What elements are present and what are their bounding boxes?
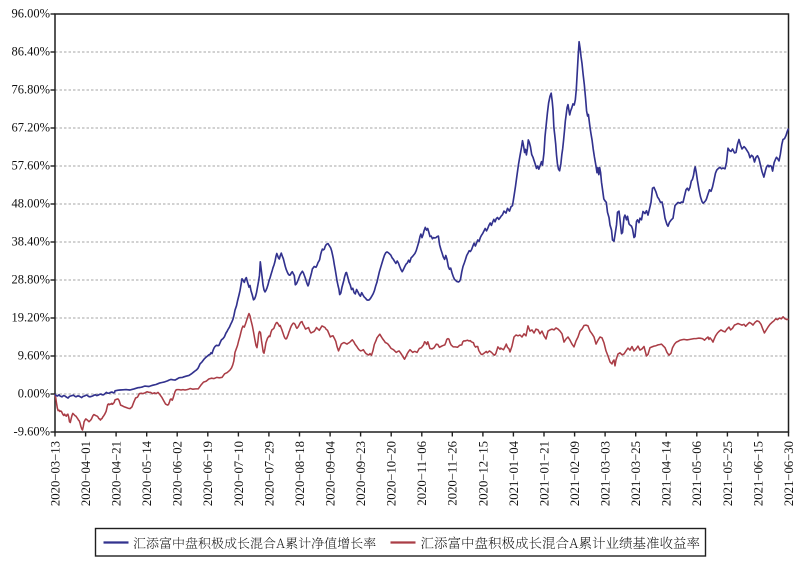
svg-text:2021−06−15: 2021−06−15 [751, 441, 765, 506]
svg-text:2021−02−09: 2021−02−09 [568, 441, 582, 506]
svg-text:76.80%: 76.80% [11, 83, 50, 97]
svg-text:2021−05−06: 2021−05−06 [690, 441, 704, 506]
svg-text:2020−09−23: 2020−09−23 [354, 441, 368, 506]
svg-text:2021−03−03: 2021−03−03 [599, 441, 613, 506]
svg-text:2020−04−21: 2020−04−21 [110, 441, 124, 506]
svg-text:2021−01−04: 2021−01−04 [507, 440, 521, 506]
svg-text:2020−07−29: 2020−07−29 [262, 441, 276, 506]
svg-text:57.60%: 57.60% [11, 159, 50, 173]
svg-text:67.20%: 67.20% [11, 121, 50, 135]
svg-text:2020−11−26: 2020−11−26 [446, 441, 460, 506]
svg-text:28.80%: 28.80% [11, 273, 50, 287]
svg-text:-9.60%: -9.60% [14, 425, 50, 439]
svg-text:19.20%: 19.20% [11, 311, 50, 325]
svg-text:2020−07−10: 2020−07−10 [232, 441, 246, 506]
svg-text:96.00%: 96.00% [11, 7, 50, 21]
svg-text:2021−01−21: 2021−01−21 [537, 441, 551, 506]
svg-text:2021−06−30: 2021−06−30 [782, 441, 796, 506]
svg-text:2020−09−04: 2020−09−04 [324, 440, 338, 506]
svg-text:2020−11−06: 2020−11−06 [415, 441, 429, 506]
svg-text:2021−04−14: 2021−04−14 [660, 440, 674, 506]
svg-text:2020−03−13: 2020−03−13 [48, 441, 62, 506]
svg-text:2020−06−02: 2020−06−02 [171, 441, 185, 506]
svg-text:0.00%: 0.00% [18, 387, 50, 401]
svg-text:2020−04−01: 2020−04−01 [79, 441, 93, 506]
svg-text:2021−05−25: 2021−05−25 [721, 441, 735, 506]
svg-text:2020−05−14: 2020−05−14 [140, 440, 154, 506]
svg-text:2021−03−25: 2021−03−25 [629, 441, 643, 506]
svg-text:86.40%: 86.40% [11, 45, 50, 59]
svg-text:38.40%: 38.40% [11, 235, 50, 249]
svg-text:2020−12−15: 2020−12−15 [476, 441, 490, 506]
svg-text:2020−06−19: 2020−06−19 [201, 441, 215, 506]
svg-text:9.60%: 9.60% [18, 349, 50, 363]
svg-text:2020−08−18: 2020−08−18 [293, 441, 307, 506]
svg-text:48.00%: 48.00% [11, 197, 50, 211]
svg-text:2020−10−20: 2020−10−20 [385, 441, 399, 506]
